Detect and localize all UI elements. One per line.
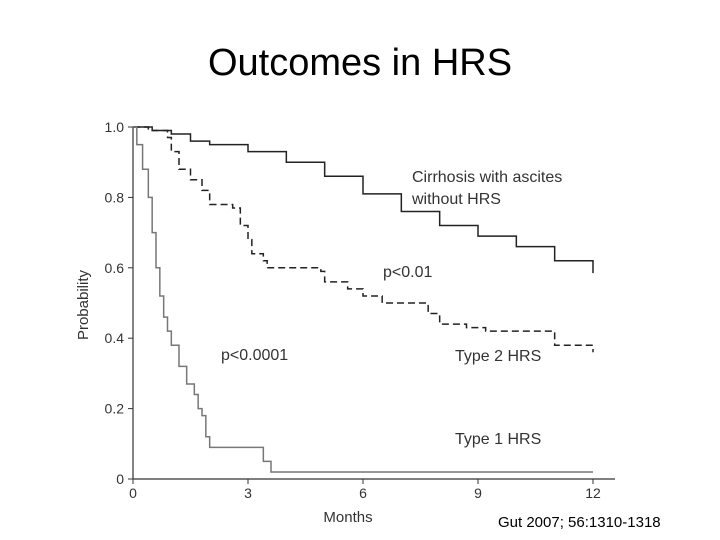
series-line-2 xyxy=(133,126,594,353)
y-tick-label: 0.8 xyxy=(105,189,125,205)
y-tick-label: 0.4 xyxy=(105,330,125,346)
x-tick-label: 6 xyxy=(359,485,367,501)
y-axis-label: Probability xyxy=(75,269,92,340)
x-tick-label: 12 xyxy=(585,485,601,501)
label-cirrhosis-line2: without HRS xyxy=(411,191,501,208)
series-line-1 xyxy=(133,126,594,274)
slide-title: Outcomes in HRS xyxy=(207,42,513,84)
x-ticks: 0 3 6 9 12 xyxy=(129,479,601,501)
citation: Gut 2007; 56:1310-1318 xyxy=(498,514,661,531)
y-tick-label: 0 xyxy=(116,471,124,487)
label-cirrhosis-line1: Cirrhosis with ascites xyxy=(412,169,562,186)
series-layer xyxy=(133,126,594,473)
label-p-type1: p<0.0001 xyxy=(221,347,288,364)
series-line-3 xyxy=(133,126,593,473)
x-tick-label: 3 xyxy=(244,485,252,501)
axes xyxy=(132,127,615,480)
x-tick-label: 0 xyxy=(129,485,137,501)
y-tick-label: 0.2 xyxy=(105,401,125,417)
label-p-type2: p<0.01 xyxy=(383,264,432,281)
y-tick-label: 0.6 xyxy=(105,260,125,276)
label-type2-hrs: Type 2 HRS xyxy=(455,348,541,365)
y-tick-label: 1.0 xyxy=(105,119,125,135)
label-type1-hrs: Type 1 HRS xyxy=(455,431,541,448)
y-ticks: 0 0.2 0.4 0.6 0.8 1.0 xyxy=(105,119,133,487)
x-tick-label: 9 xyxy=(474,485,482,501)
x-axis-label: Months xyxy=(323,509,372,526)
